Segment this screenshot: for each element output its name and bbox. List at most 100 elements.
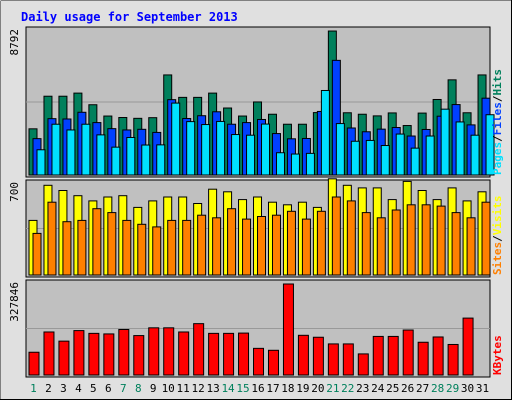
- bar-kbytes-22: [342, 343, 354, 376]
- legend-separator: /: [491, 95, 504, 102]
- bar-pages-27: [425, 135, 435, 176]
- bar-kbytes-6: [103, 333, 115, 376]
- bar-pages-23: [365, 139, 375, 176]
- bar-pages-5: [96, 134, 106, 176]
- bar-pages-11: [186, 121, 196, 176]
- bar-sites-6: [107, 212, 117, 276]
- x-label-day-2: 2: [45, 382, 52, 395]
- bar-pages-6: [111, 146, 121, 176]
- bar-pages-14: [231, 134, 241, 176]
- legend: Pages/Files/Hits: [491, 69, 504, 175]
- bar-pages-10: [171, 102, 181, 176]
- bar-kbytes-25: [387, 335, 399, 376]
- bar-sites-10: [167, 219, 177, 276]
- bar-pages-17: [275, 152, 285, 176]
- x-label-day-16: 16: [251, 382, 264, 395]
- bar-sites-16: [257, 216, 267, 276]
- bar-sites-31: [481, 201, 491, 276]
- bar-pages-24: [380, 145, 390, 176]
- x-label-day-20: 20: [311, 382, 324, 395]
- bar-sites-24: [376, 217, 386, 276]
- max-label: 700: [8, 182, 21, 202]
- bar-kbytes-21: [327, 343, 339, 376]
- bar-kbytes-5: [88, 332, 100, 376]
- x-label-day-5: 5: [90, 382, 97, 395]
- x-label-day-23: 23: [356, 382, 369, 395]
- legend-separator: /: [491, 235, 504, 242]
- bar-sites-25: [391, 209, 401, 276]
- x-label-day-1: 1: [30, 382, 37, 395]
- bar-kbytes-8: [133, 335, 145, 376]
- x-label-day-25: 25: [386, 382, 399, 395]
- bar-pages-3: [66, 129, 76, 176]
- bar-pages-8: [141, 144, 151, 176]
- chart-title: Daily usage for September 2013: [21, 10, 238, 24]
- bar-sites-1: [32, 232, 42, 276]
- x-label-day-7: 7: [120, 382, 127, 395]
- kbytes-panel: 327846 KBytes: [8, 279, 504, 378]
- bar-kbytes-18: [282, 283, 294, 376]
- bar-pages-7: [126, 136, 136, 176]
- bar-sites-29: [451, 212, 461, 276]
- bar-pages-29: [455, 121, 465, 176]
- x-label-day-18: 18: [281, 382, 294, 395]
- bar-kbytes-23: [357, 353, 369, 376]
- bar-sites-27: [421, 204, 431, 276]
- bar-sites-26: [406, 204, 416, 276]
- bar-kbytes-24: [372, 335, 384, 376]
- bar-pages-21: [335, 123, 345, 176]
- legend-pages: Pages: [491, 142, 504, 175]
- bar-pages-25: [395, 133, 405, 176]
- x-label-day-22: 22: [341, 382, 354, 395]
- x-label-day-28: 28: [431, 382, 444, 395]
- bar-pages-4: [81, 123, 91, 176]
- bar-kbytes-1: [28, 351, 40, 376]
- bar-pages-15: [246, 134, 256, 176]
- bar-sites-28: [436, 205, 446, 276]
- bar-sites-17: [271, 214, 281, 276]
- legend-hits: Hits: [491, 69, 504, 96]
- bar-kbytes-4: [73, 330, 85, 376]
- x-label-day-27: 27: [416, 382, 429, 395]
- bar-sites-18: [286, 210, 296, 276]
- bar-pages-18: [290, 153, 300, 176]
- x-label-day-29: 29: [446, 382, 459, 395]
- legend: KBytes: [491, 335, 504, 375]
- bar-kbytes-15: [238, 332, 250, 376]
- legend-separator: /: [491, 135, 504, 142]
- visits-sites-panel: 700 Sites/Visits: [8, 178, 504, 278]
- max-label: 327846: [8, 282, 21, 322]
- bar-sites-30: [466, 217, 476, 276]
- bar-kbytes-30: [462, 317, 474, 376]
- x-label-day-21: 21: [326, 382, 339, 395]
- hits-files-pages-panel: 8792 Pages/Files/Hits: [8, 26, 504, 178]
- x-label-day-24: 24: [371, 382, 385, 395]
- bar-pages-22: [350, 140, 360, 176]
- bar-pages-28: [440, 108, 450, 176]
- bar-pages-19: [305, 152, 315, 176]
- max-label: 8792: [8, 29, 21, 56]
- legend-kbytes: KBytes: [491, 335, 504, 375]
- bar-sites-22: [346, 200, 356, 276]
- bar-kbytes-7: [118, 328, 130, 376]
- x-label-day-12: 12: [192, 382, 205, 395]
- bar-pages-1: [36, 149, 46, 176]
- bar-pages-30: [470, 134, 480, 176]
- bar-kbytes-19: [297, 334, 309, 376]
- bar-sites-7: [122, 219, 132, 276]
- bar-kbytes-3: [58, 340, 70, 376]
- bar-sites-12: [197, 214, 207, 276]
- bar-sites-19: [301, 218, 311, 276]
- x-label-day-31: 31: [476, 382, 489, 395]
- bar-pages-20: [320, 89, 330, 176]
- x-label-day-6: 6: [105, 382, 112, 395]
- x-label-day-3: 3: [60, 382, 67, 395]
- bar-pages-16: [261, 123, 271, 176]
- bar-kbytes-11: [178, 331, 190, 376]
- x-label-day-8: 8: [135, 382, 142, 395]
- bar-kbytes-10: [163, 327, 175, 376]
- bar-sites-9: [152, 226, 162, 276]
- bar-kbytes-9: [148, 327, 160, 376]
- bar-kbytes-28: [432, 336, 444, 376]
